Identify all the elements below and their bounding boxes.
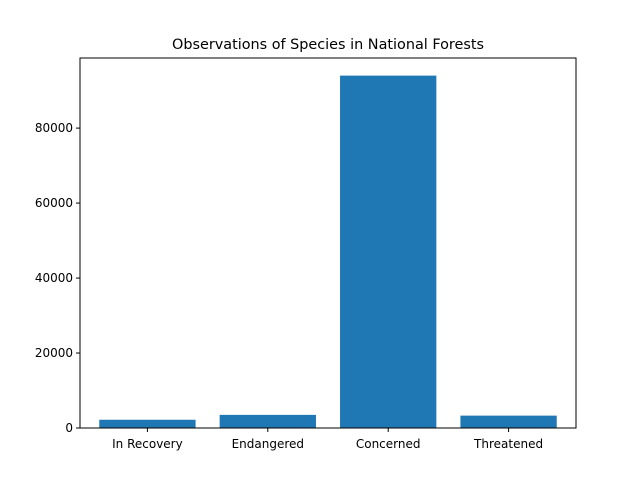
y-tick-label: 20000 <box>35 346 73 360</box>
chart-title: Observations of Species in National Fore… <box>172 37 484 53</box>
x-tick-label: In Recovery <box>112 437 183 451</box>
x-tick-label: Endangered <box>232 437 304 451</box>
y-tick-label: 60000 <box>35 196 73 210</box>
bar-concerned <box>340 75 437 428</box>
bars-group <box>99 75 557 428</box>
y-tick-label: 80000 <box>35 121 73 135</box>
y-tick-label: 40000 <box>35 271 73 285</box>
plot-frame <box>79 57 577 429</box>
bar-in-recovery <box>99 419 196 428</box>
x-tick-label: Threatened <box>473 437 543 451</box>
y-axis-ticks: 0 20000 40000 60000 80000 <box>35 121 80 435</box>
bar-endangered <box>219 414 316 428</box>
bar-threatened <box>460 415 557 428</box>
y-tick-label: 0 <box>65 421 73 435</box>
x-axis-ticks: In Recovery Endangered Concerned Threatened <box>112 428 543 451</box>
x-tick-label: Concerned <box>356 437 421 451</box>
